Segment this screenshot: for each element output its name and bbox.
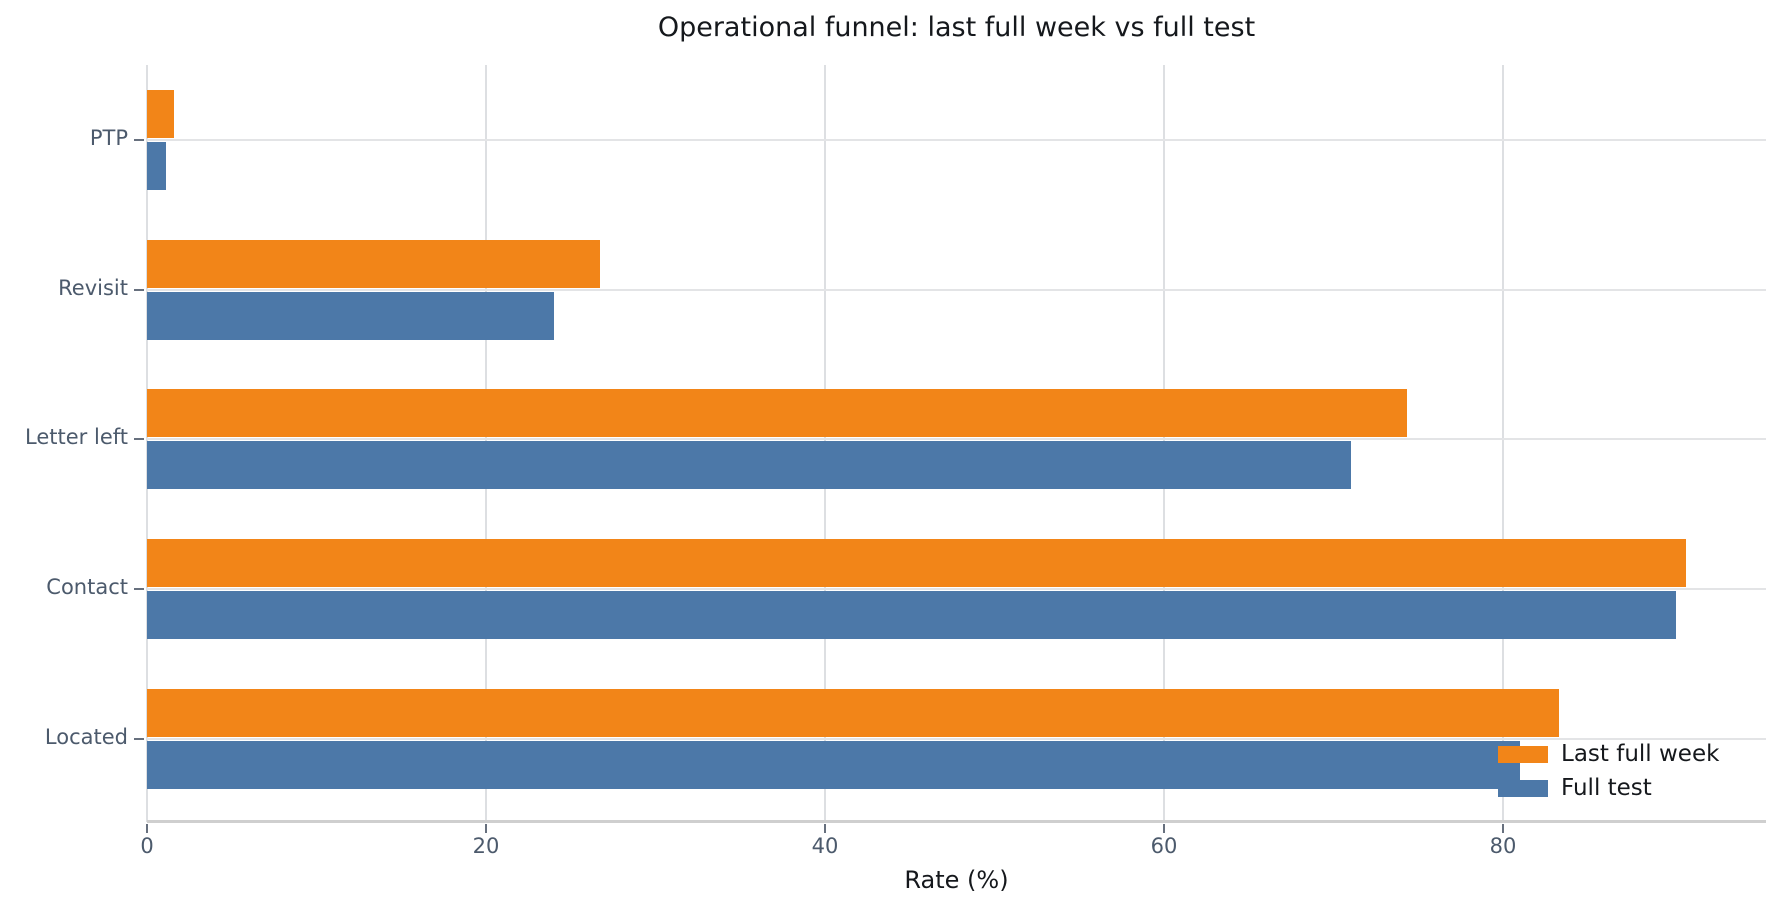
gridline-y (147, 738, 1766, 740)
chart-title: Operational funnel: last full week vs fu… (657, 12, 1256, 43)
bar-full-test (147, 441, 1351, 489)
bar-last-full-week (147, 539, 1686, 587)
y-tick-mark (134, 438, 144, 440)
bar-last-full-week (147, 240, 600, 288)
gridline-y (147, 588, 1766, 590)
x-tick-mark (485, 824, 487, 833)
category-label: Letter left (25, 425, 128, 449)
x-tick-label: 20 (472, 834, 500, 858)
legend-item-full-test: Full test (1498, 771, 1719, 805)
x-axis-label: Rate (%) (904, 866, 1009, 894)
category-label: Contact (46, 575, 128, 599)
gridline-y (147, 289, 1766, 291)
legend-label: Last full week (1561, 741, 1720, 767)
bar-full-test (147, 741, 1520, 789)
category-label: Revisit (58, 276, 128, 300)
bar-full-test (147, 292, 554, 340)
x-tick-mark (824, 824, 826, 833)
x-tick-mark (146, 824, 148, 833)
category-label: Located (44, 725, 128, 749)
legend-swatch-full-test (1498, 779, 1548, 797)
bar-full-test (147, 142, 166, 190)
gridline-x (1502, 65, 1504, 822)
bar-last-full-week (147, 90, 174, 138)
legend-item-last-full-week: Last full week (1498, 737, 1719, 771)
y-tick-mark (134, 588, 144, 590)
y-tick-mark (134, 289, 144, 291)
gridline-y (147, 438, 1766, 440)
plot-area (146, 65, 1766, 822)
x-tick-label: 0 (140, 834, 154, 858)
x-tick-mark (1163, 824, 1165, 833)
legend: Last full week Full test (1498, 737, 1719, 805)
legend-label: Full test (1561, 775, 1652, 801)
category-label: PTP (89, 126, 128, 150)
x-tick-label: 40 (811, 834, 839, 858)
bar-last-full-week (147, 689, 1559, 737)
x-tick-label: 80 (1489, 834, 1517, 858)
gridline-y (147, 139, 1766, 141)
y-tick-mark (134, 139, 144, 141)
bar-full-test (147, 591, 1676, 639)
legend-swatch-last-full-week (1498, 745, 1548, 763)
bar-last-full-week (147, 389, 1407, 437)
x-tick-label: 60 (1150, 834, 1178, 858)
y-tick-mark (134, 738, 144, 740)
x-tick-mark (1502, 824, 1504, 833)
x-axis-line (147, 820, 1766, 823)
